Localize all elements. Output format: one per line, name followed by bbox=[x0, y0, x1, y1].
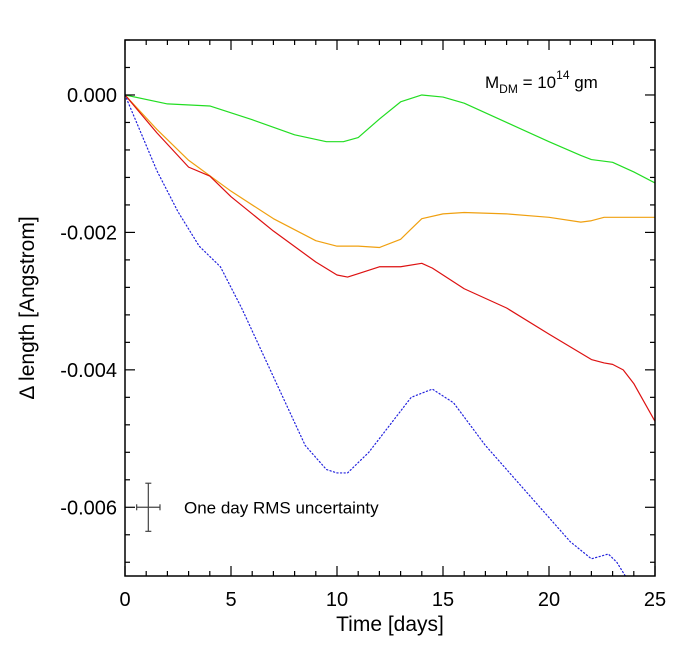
series-line-2 bbox=[125, 94, 655, 249]
error-bar-label: One day RMS uncertainty bbox=[184, 498, 379, 517]
x-axis-title: Time [days] bbox=[336, 613, 444, 636]
error-bar-marker bbox=[136, 482, 161, 532]
series-layer bbox=[125, 94, 655, 576]
x-tick-label: 25 bbox=[644, 589, 666, 611]
mass-exponent: 14 bbox=[556, 68, 570, 82]
mass-annotation: MDM = 1014 gm bbox=[485, 68, 598, 96]
x-tick-label: 20 bbox=[538, 589, 560, 611]
y-tick-label: 0.000 bbox=[67, 85, 117, 107]
series-line-1 bbox=[125, 94, 655, 184]
mass-unit: gm bbox=[570, 73, 598, 92]
mass-symbol: M bbox=[485, 73, 499, 92]
series-line-3 bbox=[125, 94, 655, 422]
ticks-layer bbox=[124, 39, 656, 576]
x-tick-label: 10 bbox=[326, 589, 348, 611]
x-tick-label: 0 bbox=[119, 589, 130, 611]
y-tick-label: -0.004 bbox=[60, 360, 117, 382]
mass-equals: = 10 bbox=[518, 73, 556, 92]
x-tick-label: 5 bbox=[225, 589, 236, 611]
y-tick-label: -0.006 bbox=[60, 497, 117, 519]
labels-layer: 0 5 10 15 20 25 0.000 -0.002 -0.004 -0.006 bbox=[60, 85, 666, 611]
plot-frame bbox=[124, 39, 656, 577]
x-tick-label: 15 bbox=[432, 589, 454, 611]
mass-subscript: DM bbox=[499, 82, 518, 96]
y-tick-label: -0.002 bbox=[60, 222, 117, 244]
y-axis-title: Δ length [Angstrom] bbox=[16, 216, 39, 399]
series-line-4 bbox=[125, 94, 626, 576]
